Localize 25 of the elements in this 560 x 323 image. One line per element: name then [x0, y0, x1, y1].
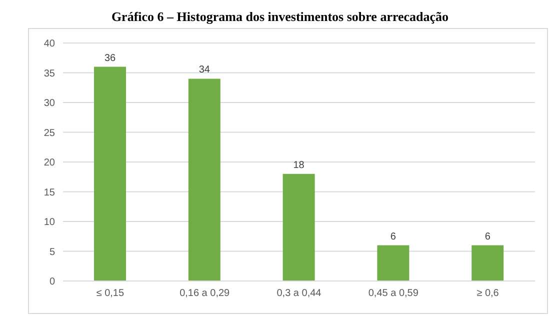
x-tick-label: 0,45 a 0,59: [368, 288, 419, 300]
y-tick-label: 5: [49, 246, 56, 258]
y-tick-label: 10: [44, 217, 56, 228]
y-tick-label: 20: [44, 158, 56, 169]
data-label: 18: [293, 160, 305, 171]
data-label: 6: [390, 231, 396, 242]
bar: [188, 78, 220, 281]
data-label: 36: [104, 52, 116, 64]
y-tick-label: 15: [44, 187, 56, 198]
bar: [282, 174, 315, 281]
x-tick-label: ≤ 0,15: [96, 288, 124, 300]
bar: [377, 245, 410, 281]
bar: [94, 66, 126, 281]
y-tick-label: 35: [44, 68, 56, 80]
y-tick-label: 25: [44, 128, 56, 139]
data-label: 6: [484, 231, 491, 242]
x-tick-label: 0,16 a 0,29: [180, 288, 230, 300]
y-tick-label: 30: [44, 98, 56, 110]
x-tick-label: 0,3 a 0,44: [276, 288, 322, 300]
chart-title: Gráfico 6 – Histograma dos investimentos sobre arrecadação: [110, 8, 450, 26]
data-label: 34: [198, 64, 210, 76]
y-tick-label: 40: [44, 38, 56, 50]
y-tick-label: 0: [49, 276, 56, 288]
x-tick-label: ≥ 0,6: [476, 288, 500, 300]
bar: [472, 245, 504, 281]
